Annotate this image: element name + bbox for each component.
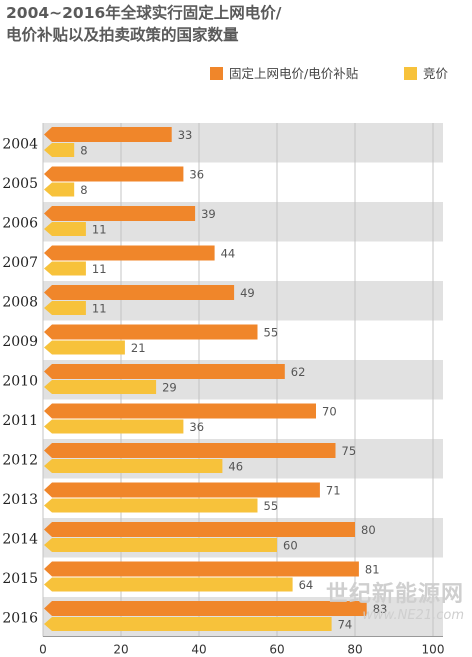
- bar-auction: [44, 459, 223, 473]
- legend-label-auction: 竞价: [423, 66, 449, 81]
- x-tick-label: 60: [269, 643, 284, 657]
- watermark-url: www.NE21.com: [362, 608, 464, 623]
- y-tick-label: 2015: [2, 571, 38, 587]
- bar-feed-in-tariff: [44, 324, 258, 340]
- y-tick-label: 2006: [2, 215, 38, 231]
- bar-feed-in-tariff: [44, 561, 359, 577]
- data-label-feed-in-tariff: 75: [342, 444, 357, 458]
- data-label-auction: 36: [189, 420, 204, 434]
- watermark-site-name: 世纪新能源网: [325, 582, 464, 607]
- bar-feed-in-tariff: [44, 285, 235, 300]
- bar-feed-in-tariff: [44, 403, 316, 419]
- bar-feed-in-tariff: [44, 127, 172, 142]
- bar-auction: [44, 577, 293, 592]
- data-label-feed-in-tariff: 36: [189, 168, 204, 182]
- data-label-auction: 11: [92, 223, 107, 237]
- data-label-feed-in-tariff: 70: [322, 405, 337, 419]
- bar-feed-in-tariff: [44, 522, 355, 537]
- bar-auction: [44, 419, 184, 434]
- y-tick-label: 2012: [2, 452, 38, 468]
- data-label-auction: 64: [299, 578, 314, 592]
- x-tick-label: 0: [39, 643, 47, 657]
- y-tick-label: 2010: [2, 373, 38, 389]
- bar-feed-in-tariff: [44, 443, 336, 458]
- data-label-feed-in-tariff: 39: [201, 207, 216, 221]
- bar-feed-in-tariff: [44, 166, 184, 182]
- bar-auction: [44, 538, 277, 552]
- x-tick-label: 80: [347, 643, 362, 657]
- legend-swatch-auction: [404, 67, 417, 80]
- y-tick-label: 2011: [2, 413, 38, 429]
- data-label-feed-in-tariff: 33: [178, 128, 193, 142]
- data-label-feed-in-tariff: 44: [221, 247, 236, 261]
- data-label-auction: 46: [228, 460, 243, 474]
- y-tick-label: 2013: [2, 492, 38, 508]
- data-label-feed-in-tariff: 80: [361, 523, 376, 537]
- data-label-feed-in-tariff: 49: [240, 286, 255, 300]
- y-tick-label: 2016: [2, 610, 38, 626]
- data-label-auction: 60: [283, 539, 298, 553]
- bar-auction: [44, 261, 86, 276]
- bar-auction: [44, 143, 75, 157]
- bar-auction: [44, 340, 125, 355]
- bar-feed-in-tariff: [44, 601, 367, 616]
- bar-auction: [44, 182, 75, 197]
- bar-feed-in-tariff: [44, 482, 320, 498]
- bar-auction: [44, 301, 86, 315]
- chart-title-line-1: 2004~2016年全球实行固定上网电价/: [6, 4, 282, 22]
- bar-feed-in-tariff: [44, 364, 285, 379]
- legend-swatch-feed-in-tariff: [210, 67, 223, 80]
- data-label-auction: 74: [338, 618, 353, 632]
- data-label-auction: 11: [92, 302, 107, 316]
- y-tick-label: 2004: [2, 136, 38, 152]
- data-label-auction: 21: [131, 341, 146, 355]
- bar-auction: [44, 222, 86, 236]
- x-tick-label: 40: [191, 643, 206, 657]
- y-tick-label: 2008: [2, 294, 38, 310]
- y-tick-label: 2009: [2, 334, 38, 350]
- watermark: 世纪新能源网 www.NE21.com: [326, 576, 464, 623]
- data-label-feed-in-tariff: 71: [326, 484, 341, 498]
- data-label-auction: 11: [92, 262, 107, 276]
- y-tick-label: 2005: [2, 176, 38, 192]
- y-tick-label: 2007: [2, 255, 38, 271]
- data-label-auction: 55: [264, 499, 279, 513]
- chart-title: 2004~2016年全球实行固定上网电价/ 电价补贴以及拍卖政策的国家数量: [6, 2, 466, 46]
- bar-feed-in-tariff: [44, 206, 196, 221]
- bar-auction: [44, 498, 258, 513]
- data-label-feed-in-tariff: 81: [365, 563, 380, 577]
- bar-auction: [44, 380, 157, 394]
- bar-auction: [44, 617, 332, 631]
- bar-feed-in-tariff: [44, 245, 215, 261]
- x-tick-label: 20: [113, 643, 128, 657]
- data-label-auction: 8: [80, 144, 87, 158]
- legend-label-feed-in-tariff: 固定上网电价/电价补贴: [229, 66, 358, 81]
- data-label-auction: 29: [162, 381, 177, 395]
- x-tick-label: 100: [422, 643, 445, 657]
- data-label-feed-in-tariff: 55: [264, 326, 279, 340]
- data-label-feed-in-tariff: 62: [291, 365, 306, 379]
- y-tick-label: 2014: [2, 531, 38, 547]
- data-label-auction: 8: [80, 183, 87, 197]
- chart-title-line-2: 电价补贴以及拍卖政策的国家数量: [6, 26, 239, 44]
- data-label-feed-in-tariff: 83: [373, 602, 388, 616]
